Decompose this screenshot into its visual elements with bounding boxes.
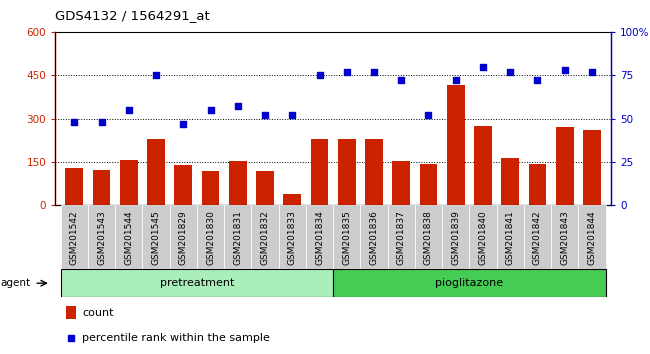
Bar [442, 205, 469, 269]
Point [587, 69, 597, 75]
Point [560, 67, 570, 73]
Bar [115, 205, 142, 269]
Point [151, 73, 161, 78]
Text: GSM201844: GSM201844 [588, 210, 597, 265]
Bar [93, 170, 110, 205]
Bar [447, 85, 465, 205]
Text: GSM201838: GSM201838 [424, 210, 433, 265]
Bar [387, 205, 415, 269]
Point [178, 121, 188, 127]
Bar [338, 139, 356, 205]
Point [96, 119, 107, 125]
Text: GSM201842: GSM201842 [533, 210, 542, 265]
Text: GSM201542: GSM201542 [70, 210, 79, 265]
Text: pioglitazone: pioglitazone [436, 278, 503, 288]
Point [369, 69, 379, 75]
Text: GSM201832: GSM201832 [261, 210, 270, 265]
Text: agent: agent [0, 278, 30, 288]
Bar [497, 205, 524, 269]
Text: GSM201545: GSM201545 [151, 210, 161, 265]
Point [205, 107, 216, 113]
Bar [365, 139, 383, 205]
Bar [415, 205, 442, 269]
Bar [170, 205, 197, 269]
Point [450, 78, 461, 83]
Text: GSM201833: GSM201833 [288, 210, 297, 265]
Text: GSM201544: GSM201544 [124, 210, 133, 265]
Text: count: count [82, 308, 114, 318]
Text: pretreatment: pretreatment [160, 278, 234, 288]
Bar [528, 164, 546, 205]
Bar [197, 205, 224, 269]
Bar [311, 139, 328, 205]
Bar [333, 269, 606, 297]
Bar [66, 168, 83, 205]
Point [341, 69, 352, 75]
Point [260, 112, 270, 118]
Bar [474, 126, 492, 205]
Text: GSM201839: GSM201839 [451, 210, 460, 265]
Bar [333, 205, 360, 269]
Bar [420, 164, 437, 205]
Bar [224, 205, 252, 269]
Text: GSM201543: GSM201543 [97, 210, 106, 265]
Point [396, 78, 406, 83]
Text: GDS4132 / 1564291_at: GDS4132 / 1564291_at [55, 9, 210, 22]
Text: GSM201840: GSM201840 [478, 210, 488, 265]
Text: GSM201835: GSM201835 [343, 210, 351, 265]
Text: GSM201830: GSM201830 [206, 210, 215, 265]
Bar [142, 205, 170, 269]
Bar [501, 159, 519, 205]
Bar [229, 161, 246, 205]
Text: GSM201831: GSM201831 [233, 210, 242, 265]
Bar [524, 205, 551, 269]
Point [69, 119, 79, 125]
Bar [252, 205, 279, 269]
Bar [469, 205, 497, 269]
Bar [174, 165, 192, 205]
Text: GSM201834: GSM201834 [315, 210, 324, 265]
Bar [283, 194, 301, 205]
Bar [279, 205, 306, 269]
Bar [147, 139, 165, 205]
Bar [583, 130, 601, 205]
Point [423, 112, 434, 118]
Bar [60, 205, 88, 269]
Point [315, 73, 325, 78]
Text: percentile rank within the sample: percentile rank within the sample [82, 333, 270, 343]
Bar [360, 205, 387, 269]
Point [124, 107, 134, 113]
Point [233, 104, 243, 109]
Bar [393, 160, 410, 205]
Text: GSM201836: GSM201836 [369, 210, 378, 265]
Bar [202, 171, 220, 205]
Text: GSM201837: GSM201837 [396, 210, 406, 265]
Text: GSM201843: GSM201843 [560, 210, 569, 265]
Point [478, 64, 488, 69]
Bar [66, 307, 76, 319]
Bar [556, 127, 573, 205]
Text: GSM201841: GSM201841 [506, 210, 515, 265]
Bar [256, 171, 274, 205]
Bar [578, 205, 606, 269]
Bar [88, 205, 115, 269]
Point [287, 112, 298, 118]
Bar [120, 160, 138, 205]
Point [474, 179, 485, 184]
Point [505, 69, 515, 75]
Point [532, 78, 543, 83]
Bar [306, 205, 333, 269]
Bar [551, 205, 578, 269]
Bar [60, 269, 333, 297]
Text: GSM201829: GSM201829 [179, 210, 188, 265]
